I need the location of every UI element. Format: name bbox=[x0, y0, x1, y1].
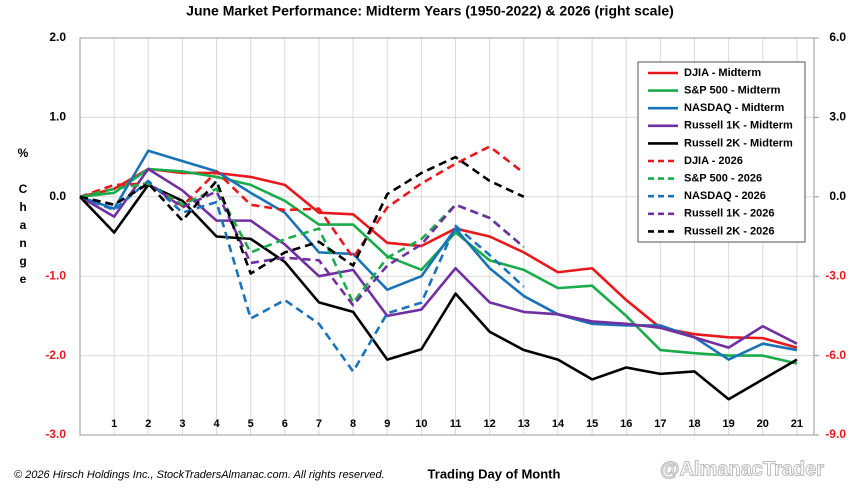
legend-box bbox=[637, 61, 806, 243]
y-tick-label: 2.0 bbox=[49, 30, 66, 44]
y2-tick-label: 3.0 bbox=[829, 110, 846, 124]
x-tick-label: 9 bbox=[384, 418, 390, 430]
legend-label: Russell 2K - Midterm bbox=[684, 137, 793, 149]
plot-border bbox=[79, 37, 815, 436]
legend-label: Russell 1K - 2026 bbox=[684, 208, 775, 220]
legend-label: S&P 500 - Midterm bbox=[684, 85, 781, 97]
y-axis-label: % Change bbox=[16, 146, 30, 290]
x-tick-label: 7 bbox=[316, 418, 322, 430]
series-line bbox=[79, 167, 798, 349]
x-tick-label: 16 bbox=[620, 418, 632, 430]
series-line bbox=[79, 182, 525, 304]
x-tick-label: 4 bbox=[213, 418, 220, 430]
y2-tick-label: -3.0 bbox=[825, 268, 846, 282]
x-tick-label: 10 bbox=[415, 418, 427, 430]
y2-tick-label: 6.0 bbox=[829, 30, 846, 44]
legend-label: Russell 1K - Midterm bbox=[684, 120, 793, 132]
x-tick-label: 19 bbox=[723, 418, 735, 430]
x-tick-label: 12 bbox=[484, 418, 496, 430]
legend-label: NASDAQ - 2026 bbox=[684, 190, 766, 202]
watermark: @AlmanacTrader bbox=[660, 458, 824, 480]
y2-tick-label: 0.0 bbox=[829, 189, 846, 203]
x-tick-label: 13 bbox=[518, 418, 530, 430]
x-axis-label: Trading Day of Month bbox=[428, 466, 561, 481]
legend-label: Russell 2K - 2026 bbox=[684, 225, 775, 237]
y-tick-label: -1.0 bbox=[45, 268, 66, 282]
x-tick-label: 18 bbox=[688, 418, 700, 430]
legend-label: DJIA - Midterm bbox=[684, 67, 761, 79]
x-tick-label: 14 bbox=[552, 418, 565, 430]
x-tick-label: 3 bbox=[179, 418, 185, 430]
x-tick-label: 11 bbox=[450, 418, 462, 430]
y-tick-label: -2.0 bbox=[45, 348, 66, 362]
x-tick-label: 15 bbox=[586, 418, 598, 430]
y2-tick-label: -6.0 bbox=[825, 348, 846, 362]
series-line bbox=[79, 179, 525, 373]
x-tick-label: 20 bbox=[757, 418, 769, 430]
series-line bbox=[79, 145, 525, 259]
x-tick-label: 1 bbox=[111, 418, 117, 430]
y2-tick-label: -9.0 bbox=[825, 427, 846, 441]
chart-title: June Market Performance: Midterm Years (… bbox=[186, 3, 674, 19]
series-line bbox=[79, 182, 525, 307]
x-tick-label: 6 bbox=[282, 418, 288, 430]
legend-label: NASDAQ - Midterm bbox=[684, 102, 784, 114]
series-line bbox=[79, 155, 525, 275]
y-tick-label: -3.0 bbox=[45, 427, 66, 441]
x-tick-label: 8 bbox=[350, 418, 356, 430]
legend-label: DJIA - 2026 bbox=[684, 155, 743, 167]
series-line bbox=[79, 183, 798, 401]
footer: © 2026 Hirsch Holdings Inc., StockTrader… bbox=[14, 469, 385, 481]
x-tick-label: 2 bbox=[145, 418, 151, 430]
x-tick-label: 5 bbox=[248, 418, 254, 430]
x-tick-label: 17 bbox=[654, 418, 666, 430]
y-tick-label: 0.0 bbox=[49, 189, 66, 203]
legend-label: S&P 500 - 2026 bbox=[684, 173, 762, 185]
y-tick-label: 1.0 bbox=[49, 110, 66, 124]
x-tick-label: 21 bbox=[791, 418, 803, 430]
